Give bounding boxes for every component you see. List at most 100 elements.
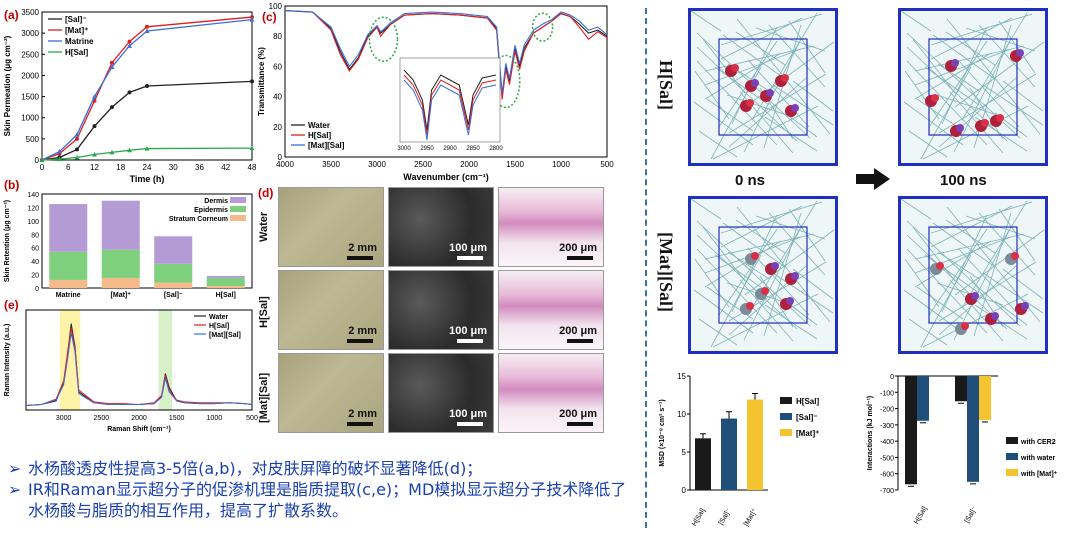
- bar: [747, 399, 763, 490]
- lipid-chain: [696, 220, 811, 327]
- bar: [955, 376, 967, 402]
- highlight-circle: [491, 54, 521, 109]
- inner-box: [928, 38, 1018, 136]
- y-tick-label: 0: [35, 156, 40, 165]
- lipid-chain: [698, 318, 738, 346]
- series-line: [25, 332, 253, 406]
- lipid-chain: [961, 200, 1028, 309]
- chart-interactions: 0 -100 -200 -300 -400 -500 -600 -700 Interaction…: [867, 374, 1058, 526]
- lipid-chain: [764, 116, 818, 152]
- lipid-chain: [710, 254, 762, 348]
- x-tick-label: 30: [169, 163, 178, 172]
- series-line: [41, 18, 253, 161]
- x-tick-label: 4000: [276, 160, 294, 169]
- data-point: [144, 28, 150, 34]
- x-tick-label: 42: [221, 163, 230, 172]
- bullet-mark: ➢: [8, 459, 22, 478]
- molecule: [771, 262, 779, 270]
- molecule: [956, 124, 964, 132]
- lipid-chain: [920, 254, 972, 348]
- lipid-chain: [696, 46, 798, 142]
- y-tick-label: -100: [880, 390, 894, 397]
- micrograph: 100 μm: [388, 353, 494, 433]
- scale-bar: [567, 339, 593, 343]
- y-tick-label: 15: [677, 372, 686, 381]
- scale-bar: [347, 422, 373, 426]
- data-point: [127, 39, 132, 44]
- scale-bar-label: 100 μm: [449, 408, 487, 420]
- legend-label: with water: [1020, 455, 1056, 462]
- legend-label: with [Mat]⁺: [1020, 471, 1058, 478]
- micrograph: 200 μm: [498, 270, 604, 350]
- lipid-chain: [772, 84, 834, 126]
- scale-bar-label: 100 μm: [449, 242, 487, 254]
- panel-label-b: (b): [4, 178, 20, 192]
- x-tick-label: 2500: [94, 415, 110, 422]
- inset-line: [403, 69, 497, 131]
- lipid-chain: [906, 60, 988, 146]
- data-point: [92, 94, 97, 99]
- lipid-chain: [906, 220, 1021, 327]
- molecule: [991, 312, 999, 320]
- legend-label: Water: [308, 121, 330, 130]
- lipid-chain: [920, 66, 972, 160]
- series-line: [284, 9, 608, 94]
- lipid-chain: [930, 13, 1033, 46]
- md-box-hsal-0ns: [688, 8, 838, 166]
- molecule: [981, 119, 989, 127]
- lipid-chain: [696, 234, 798, 330]
- lipid-chain: [908, 318, 948, 346]
- lipid-chain: [941, 26, 988, 125]
- bar: [695, 438, 711, 490]
- panel-label-c: (c): [262, 10, 277, 24]
- lipid-chain: [903, 289, 964, 334]
- inset-tick-label: 2950: [420, 146, 434, 152]
- y-tick-label: 0: [682, 486, 687, 495]
- molecule: [781, 74, 789, 82]
- x-tick-label: H[Sal]: [691, 507, 707, 527]
- y-tick-label: 0: [890, 374, 894, 381]
- y-tick-label: 100: [269, 2, 283, 11]
- lipid-chain: [901, 11, 932, 32]
- panel-label-e: (e): [4, 298, 19, 312]
- lipid-chain: [914, 240, 992, 288]
- stacked-bar-segment: [206, 277, 245, 286]
- x-tick-label: [Sal]⁻: [964, 505, 979, 524]
- molecule: [786, 297, 794, 305]
- data-point: [127, 90, 132, 95]
- highlight-band: [59, 310, 81, 410]
- legend-swatch: [780, 429, 792, 436]
- time-label-100ns: 100 ns: [940, 172, 987, 189]
- data-point: [144, 146, 150, 151]
- lipid-chain: [973, 212, 1012, 337]
- lipid-chain: [714, 66, 770, 106]
- legend-swatch: [230, 206, 246, 212]
- scale-bar-label: 200 μm: [559, 325, 597, 337]
- y-tick-label: 20: [31, 273, 39, 280]
- lipid-chain: [906, 248, 988, 334]
- lipid-chain: [932, 34, 996, 80]
- y-tick-label: 60: [273, 62, 282, 71]
- lipid-chain: [698, 130, 738, 158]
- molecule: [791, 104, 799, 112]
- bullet-text: 水杨酸透皮性提高3-5倍(a,b)，对皮肤屏障的破坏显著降低(d)；: [28, 459, 483, 478]
- lipid-chain: [982, 272, 1044, 314]
- highlight-band: [158, 310, 173, 410]
- y-tick-label: 0: [278, 153, 283, 162]
- y-tick-label: -300: [880, 423, 894, 430]
- lipid-chain: [969, 87, 1004, 140]
- molecule: [936, 262, 944, 270]
- chart-b: 0 20 40 60 80 100 120 140 Skin Retention (μg cm⁻…: [4, 192, 253, 299]
- molecule: [1011, 252, 1019, 260]
- md-render: [691, 199, 835, 351]
- lipid-chain: [772, 272, 834, 314]
- scale-bar-label: 200 μm: [559, 242, 597, 254]
- lipid-chain: [731, 26, 778, 125]
- legend-label: Matrine: [65, 37, 94, 46]
- lipid-chain: [696, 248, 778, 334]
- scale-bar-label: 2 mm: [348, 408, 377, 420]
- lipid-chain: [957, 59, 1020, 128]
- stacked-bar-segment: [154, 282, 193, 288]
- highlight-circle: [531, 12, 554, 42]
- lipid-chain: [914, 48, 1012, 86]
